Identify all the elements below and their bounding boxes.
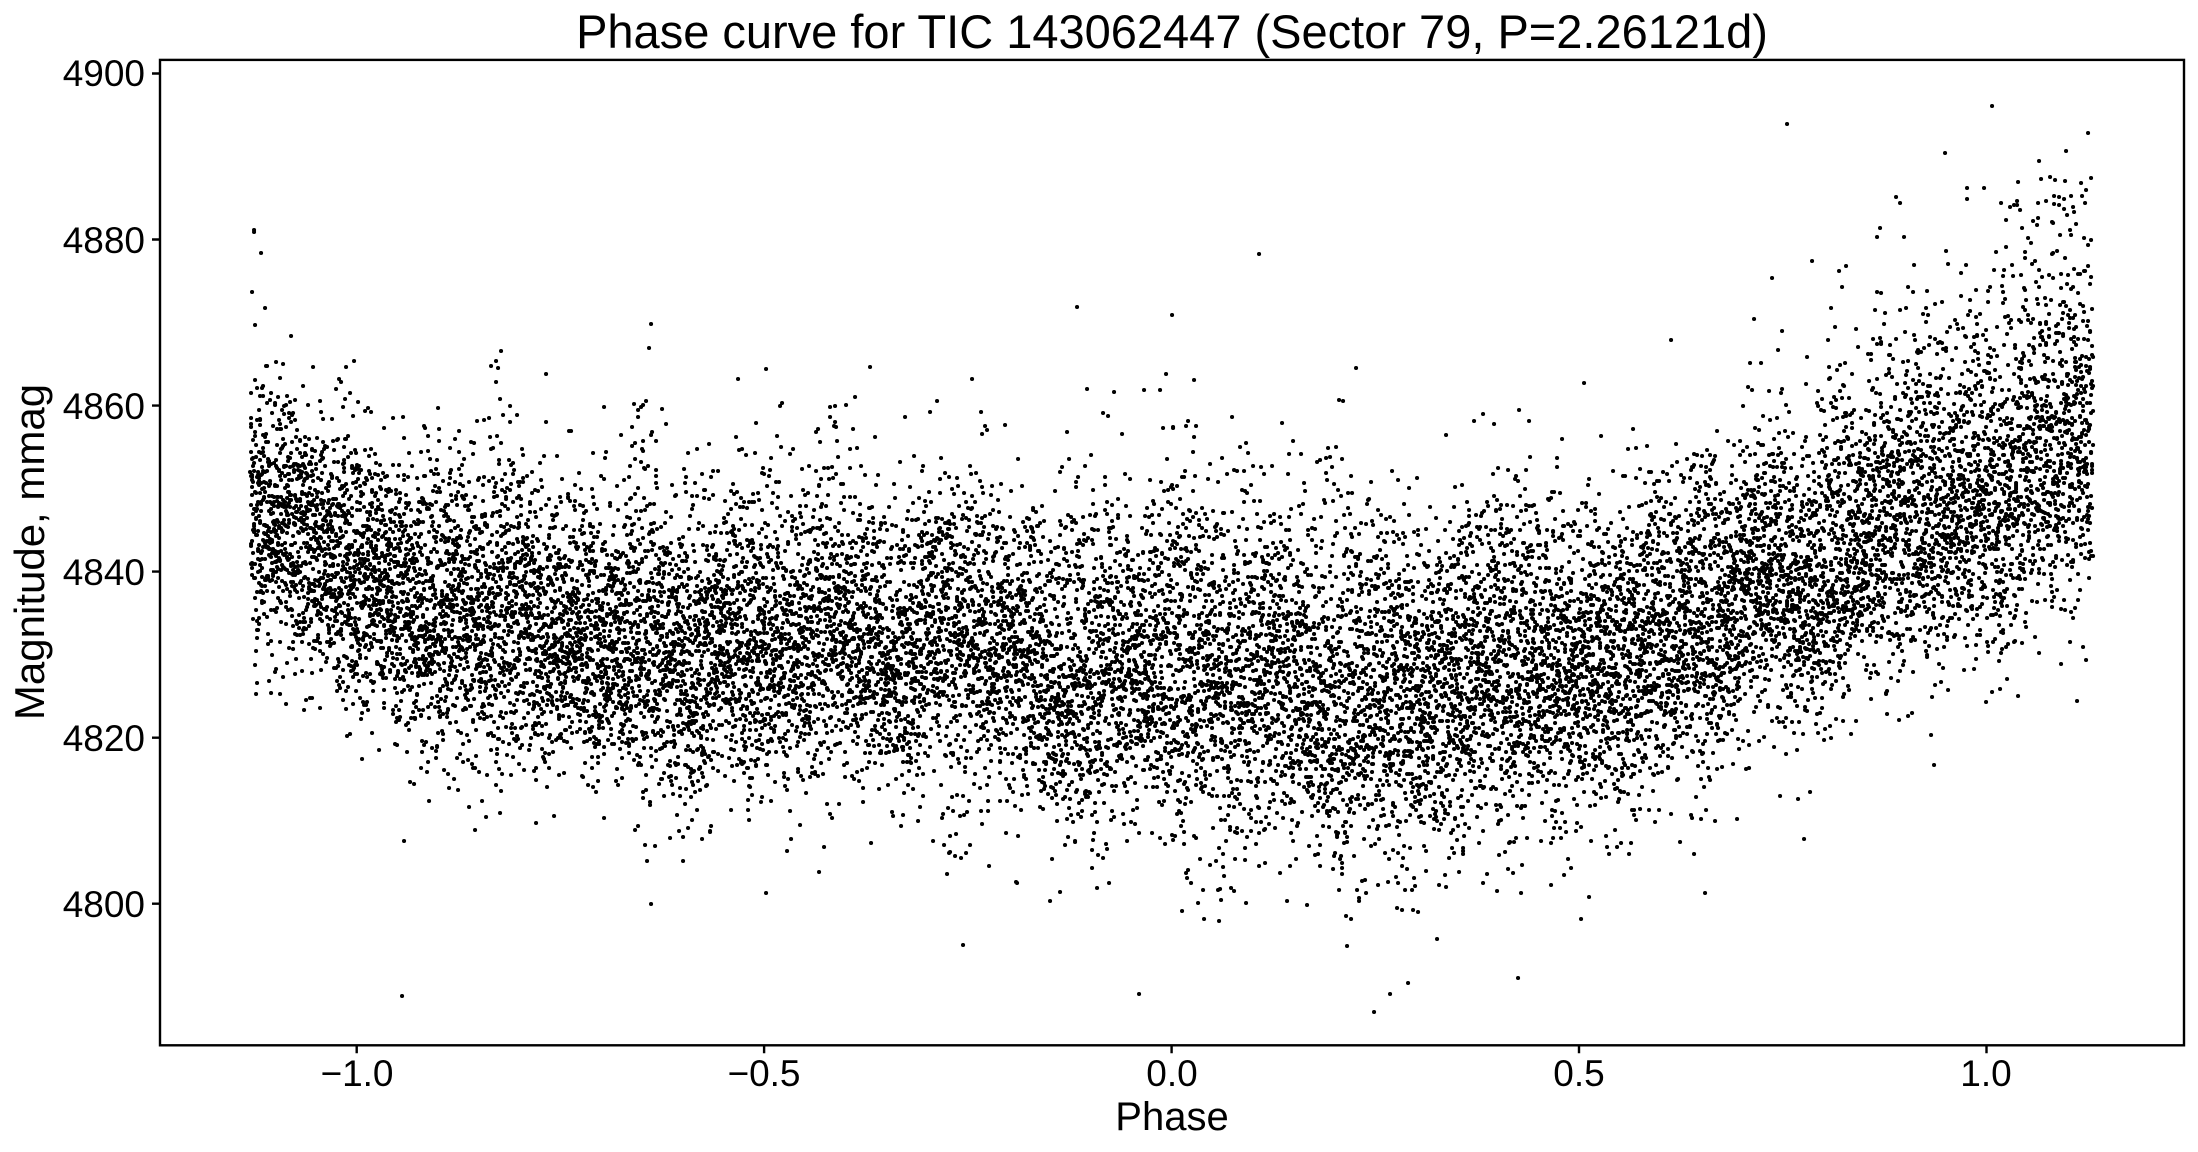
svg-text:4860: 4860: [63, 386, 145, 427]
svg-text:1.0: 1.0: [1960, 1053, 2011, 1094]
svg-text:Phase curve for TIC 143062447: Phase curve for TIC 143062447 (Sector 79…: [576, 5, 1768, 58]
svg-text:4840: 4840: [63, 552, 145, 593]
svg-text:Phase: Phase: [1115, 1095, 1228, 1139]
svg-text:4820: 4820: [63, 718, 145, 759]
svg-text:−0.5: −0.5: [727, 1053, 800, 1094]
svg-text:−1.0: −1.0: [320, 1053, 393, 1094]
svg-text:4800: 4800: [63, 884, 145, 925]
svg-text:0.0: 0.0: [1146, 1053, 1197, 1094]
svg-text:4880: 4880: [63, 220, 145, 261]
svg-text:Magnitude, mmag: Magnitude, mmag: [6, 384, 53, 720]
svg-text:4900: 4900: [63, 53, 145, 94]
svg-text:0.5: 0.5: [1553, 1053, 1604, 1094]
